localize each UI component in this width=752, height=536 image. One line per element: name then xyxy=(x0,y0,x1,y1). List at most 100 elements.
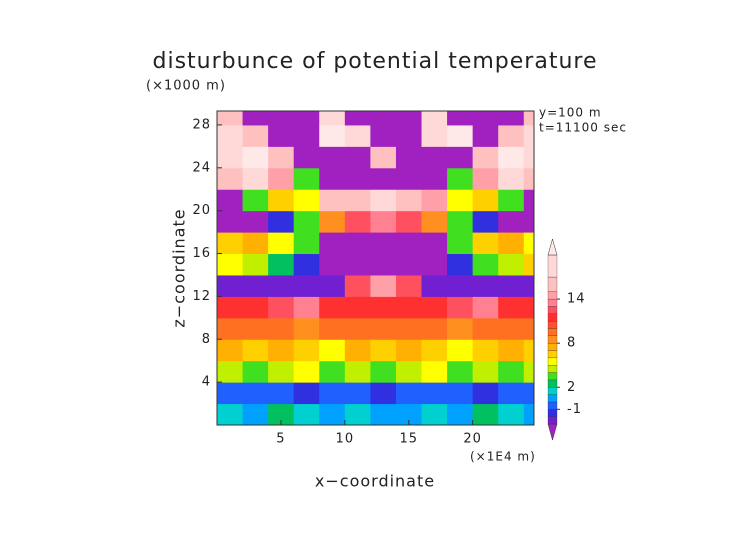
colorbar-arrow xyxy=(547,238,558,256)
field-cell xyxy=(395,210,423,233)
field-cell xyxy=(268,403,295,426)
field-cell xyxy=(370,382,397,405)
field-cell xyxy=(242,339,269,362)
colorbar-segment xyxy=(547,254,558,278)
plot-frame xyxy=(216,110,535,426)
field-cell xyxy=(395,382,423,405)
colorbar-segment xyxy=(547,409,558,417)
colorbar-segment xyxy=(547,379,558,388)
field-cell xyxy=(523,317,535,340)
field-cell xyxy=(523,360,535,383)
field-cell xyxy=(523,382,535,405)
colorbar-segment xyxy=(547,320,558,329)
field-cell xyxy=(498,360,525,383)
field-cell xyxy=(268,317,295,340)
x-tick-label: 15 xyxy=(399,432,418,447)
field-cell xyxy=(523,124,535,147)
field-cell xyxy=(242,111,269,126)
field-cell xyxy=(293,360,320,383)
field-cell xyxy=(472,274,499,297)
field-cell xyxy=(319,360,346,383)
field-cell xyxy=(319,146,346,169)
field-cell xyxy=(319,124,346,147)
colorbar-tick-label: 8 xyxy=(567,336,576,351)
field-cell xyxy=(395,274,423,297)
field-cell xyxy=(370,253,397,276)
colorbar-segment xyxy=(547,328,558,336)
y-tick-label: 12 xyxy=(192,289,211,304)
field-cell xyxy=(472,146,499,169)
field-cell xyxy=(293,274,320,297)
field-cell xyxy=(447,189,474,212)
field-cell xyxy=(447,296,474,319)
field-cell xyxy=(268,274,295,297)
field-cell xyxy=(472,210,499,233)
field-cell xyxy=(344,317,371,340)
field-cell xyxy=(498,339,525,362)
field-cell xyxy=(421,111,448,126)
field-cell xyxy=(498,167,525,190)
field-cell xyxy=(421,167,448,190)
field-cell xyxy=(344,210,371,233)
field-cell xyxy=(447,317,474,340)
field-cell xyxy=(268,146,295,169)
y-tick-label: 24 xyxy=(192,160,211,175)
field-cell xyxy=(370,317,397,340)
colorbar-segment xyxy=(547,387,558,395)
field-cell xyxy=(344,382,371,405)
field-cell xyxy=(344,167,371,190)
field-cell xyxy=(370,146,397,169)
field-cell xyxy=(268,360,295,383)
field-cell xyxy=(293,382,320,405)
field-cell xyxy=(293,111,320,126)
field-cell xyxy=(217,189,244,212)
field-cell xyxy=(217,111,244,126)
field-cell xyxy=(472,317,499,340)
field-cell xyxy=(472,189,499,212)
field-cell xyxy=(268,124,295,147)
colorbar-segment xyxy=(547,313,558,322)
field-cell xyxy=(395,296,423,319)
field-cell xyxy=(447,210,474,233)
field-cell xyxy=(523,339,535,362)
y-unit: (×1000 m) xyxy=(146,79,226,94)
field-cell xyxy=(268,210,295,233)
field-cell xyxy=(242,124,269,147)
field-cell xyxy=(523,189,535,212)
field-cell xyxy=(523,403,535,426)
field-cell xyxy=(421,382,448,405)
field-cell xyxy=(498,189,525,212)
field-cell xyxy=(421,189,448,212)
x-tick-label: 10 xyxy=(336,432,355,447)
field-cell xyxy=(344,339,371,362)
field-cell xyxy=(319,339,346,362)
y-tick-label: 4 xyxy=(202,375,211,390)
field-cell xyxy=(498,403,525,426)
field-cell xyxy=(319,317,346,340)
field-cell xyxy=(498,111,525,126)
colorbar-tick-label: -1 xyxy=(567,402,582,417)
field-cell xyxy=(395,360,423,383)
field-cell xyxy=(370,296,397,319)
field-cell xyxy=(242,210,269,233)
field-cell xyxy=(370,274,397,297)
x-axis-label: x−coordinate xyxy=(315,472,435,491)
colorbar-segment xyxy=(547,343,558,351)
field-cell xyxy=(395,189,423,212)
field-cell xyxy=(344,360,371,383)
field-cell xyxy=(447,232,474,255)
field-cell xyxy=(242,360,269,383)
field-cell xyxy=(370,111,397,126)
field-cell xyxy=(319,253,346,276)
field-cell xyxy=(344,274,371,297)
field-cell xyxy=(523,232,535,255)
field-cell xyxy=(319,403,346,426)
annotation: t=11100 sec xyxy=(539,121,627,135)
field-cell xyxy=(472,403,499,426)
field-cell xyxy=(498,232,525,255)
field-cell xyxy=(447,382,474,405)
field-cell xyxy=(268,296,295,319)
field-cell xyxy=(370,210,397,233)
field-cell xyxy=(268,382,295,405)
